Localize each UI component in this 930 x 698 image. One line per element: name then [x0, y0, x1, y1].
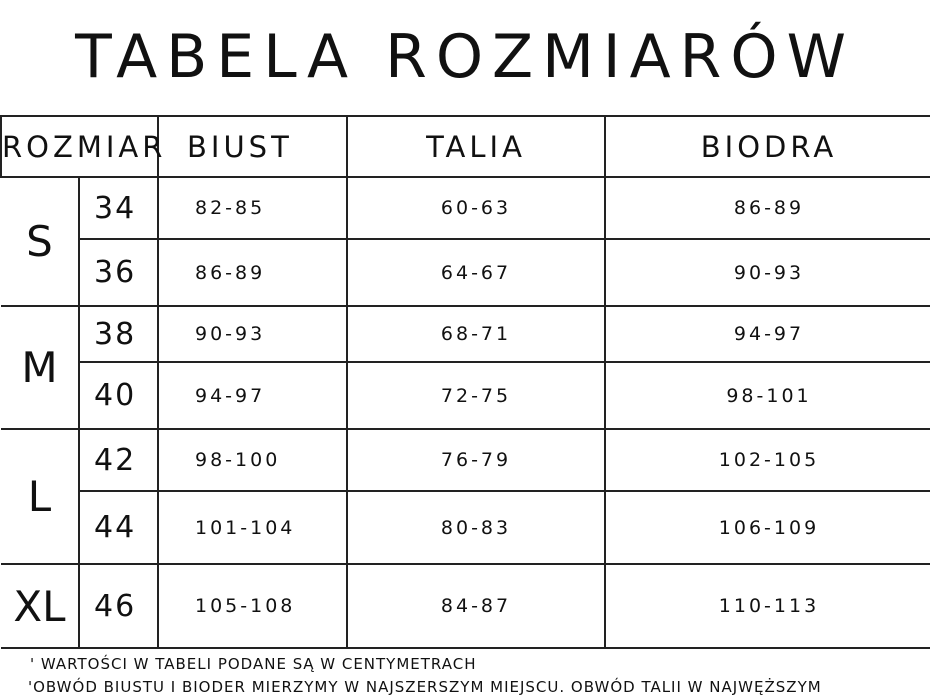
note-units: ' WARTOŚCI W TABELI PODANE SĄ W CENTYMET… [30, 655, 477, 673]
header-waist: TALIA [346, 115, 606, 178]
waist-value: 72-75 [346, 361, 606, 430]
bust-value: 105-108 [157, 563, 348, 649]
table-row: 44 101-104 80-83 106-109 [1, 490, 930, 565]
waist-value: 68-71 [346, 305, 606, 363]
waist-value: 76-79 [346, 428, 606, 492]
size-number: 44 [78, 490, 159, 565]
table-row: XL 46 105-108 84-87 110-113 [1, 563, 930, 649]
bust-value: 82-85 [157, 176, 348, 240]
hips-value: 90-93 [604, 238, 930, 307]
size-letter: M [1, 305, 80, 430]
bust-value: 101-104 [157, 490, 348, 565]
size-number: 36 [78, 238, 159, 307]
waist-value: 60-63 [346, 176, 606, 240]
bust-value: 86-89 [157, 238, 348, 307]
table-row: M 38 90-93 68-71 94-97 [1, 305, 930, 430]
hips-value: 98-101 [604, 361, 930, 430]
size-number: 46 [78, 563, 159, 649]
size-letter: L [1, 428, 80, 565]
table-row: 36 86-89 64-67 90-93 [1, 238, 930, 307]
waist-value: 64-67 [346, 238, 606, 307]
header-row: ROZMIAR BIUST TALIA BIODRA [0, 115, 930, 178]
table-row: 40 94-97 72-75 98-101 [1, 361, 930, 430]
header-bust: BIUST [157, 115, 348, 178]
hips-value: 94-97 [604, 305, 930, 363]
table-row: L 42 98-100 76-79 102-105 [1, 428, 930, 565]
bust-value: 98-100 [157, 428, 348, 492]
size-number: 40 [78, 361, 159, 430]
size-letter: S [1, 176, 80, 307]
hips-value: 102-105 [604, 428, 930, 492]
hips-value: 110-113 [604, 563, 930, 649]
size-number: 34 [78, 176, 159, 240]
page-title: TABELA ROZMIARÓW [75, 22, 855, 92]
waist-value: 80-83 [346, 490, 606, 565]
header-hips: BIODRA [604, 115, 930, 178]
bust-value: 94-97 [157, 361, 348, 430]
hips-value: 86-89 [604, 176, 930, 240]
size-number: 42 [78, 428, 159, 492]
size-number: 38 [78, 305, 159, 363]
size-table: ROZMIAR BIUST TALIA BIODRA S 34 82-85 60-63… [0, 115, 930, 649]
hips-value: 106-109 [604, 490, 930, 565]
table-row: S 34 82-85 60-63 86-89 [1, 176, 930, 307]
note-measuring: 'OBWÓD BIUSTU I BIODER MIERZYMY W NAJSZE… [28, 678, 822, 696]
waist-value: 84-87 [346, 563, 606, 649]
bust-value: 90-93 [157, 305, 348, 363]
header-size: ROZMIAR [0, 115, 162, 178]
size-letter: XL [1, 563, 80, 649]
